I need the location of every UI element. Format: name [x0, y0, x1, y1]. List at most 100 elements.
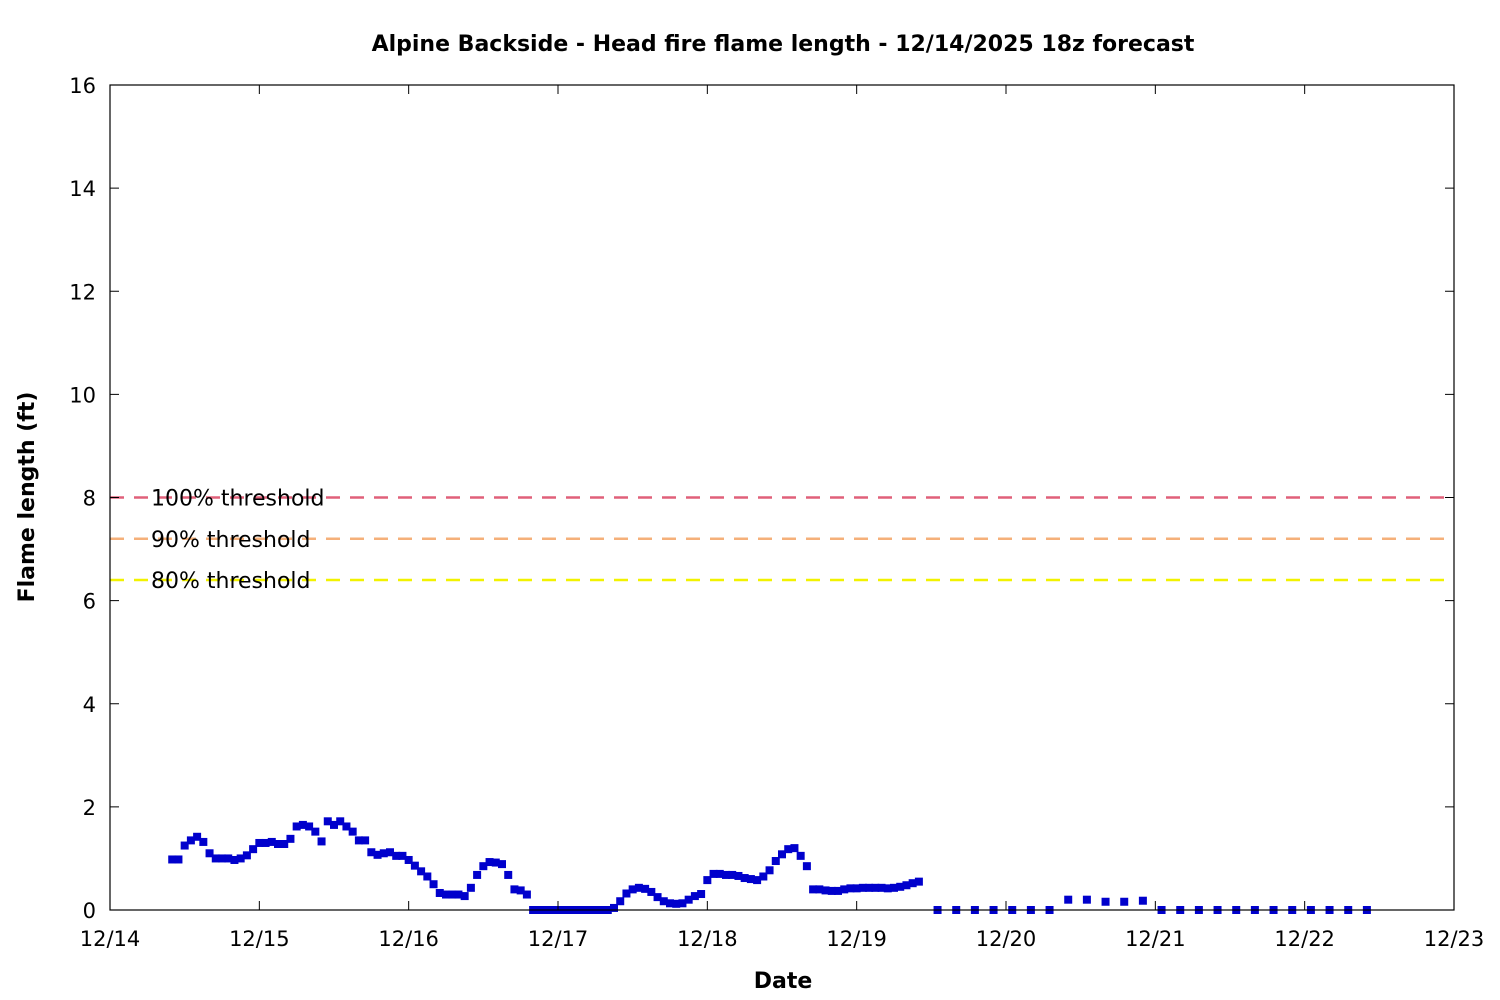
data-point: [896, 882, 905, 891]
data-point: [211, 854, 220, 863]
data-point: [267, 837, 276, 846]
data-point: [180, 841, 189, 850]
data-point: [504, 870, 513, 879]
data-point: [466, 883, 475, 892]
x-tick-label: 12/19: [826, 927, 887, 951]
data-point: [479, 862, 488, 871]
data-point: [871, 883, 880, 892]
data-point: [354, 836, 363, 845]
data-point: [323, 817, 332, 826]
data-points: [168, 817, 1371, 914]
data-point: [435, 888, 444, 897]
data-point: [778, 850, 786, 859]
data-point: [1138, 896, 1147, 905]
y-tick-label: 16: [69, 74, 96, 98]
data-point: [616, 897, 625, 906]
data-point: [429, 880, 438, 889]
data-point: [230, 855, 239, 864]
y-axis-label: Flame length (ft): [15, 392, 40, 603]
data-point: [392, 851, 401, 860]
data-point: [236, 854, 245, 863]
data-point: [877, 883, 886, 892]
data-point: [883, 884, 892, 893]
data-point: [249, 845, 258, 854]
data-point: [709, 869, 718, 878]
data-point: [690, 892, 699, 901]
data-point: [255, 838, 264, 847]
threshold-lines: 100% threshold 90% threshold 80% threshold: [110, 487, 1454, 594]
data-point: [373, 850, 382, 859]
data-point: [423, 872, 432, 881]
x-tick-label: 12/21: [1125, 927, 1186, 951]
data-point: [684, 895, 693, 904]
data-point: [746, 875, 755, 884]
data-point: [404, 855, 413, 864]
data-point: [460, 892, 469, 901]
x-axis: 12/14 12/15 12/16 12/17 12/18 12/19 12/20 12/21…: [80, 85, 1485, 951]
y-tick-label: 8: [83, 487, 96, 511]
data-point: [647, 887, 656, 896]
data-point: [361, 836, 370, 845]
y-tick-label: 2: [83, 796, 96, 820]
data-point: [659, 897, 668, 906]
data-point: [491, 858, 500, 867]
data-point: [622, 889, 631, 898]
data-point: [199, 837, 208, 846]
x-tick-label: 12/23: [1424, 927, 1485, 951]
data-point: [1064, 895, 1073, 904]
data-point: [740, 874, 749, 883]
data-point: [771, 857, 780, 866]
data-point: [715, 869, 724, 878]
data-point: [1101, 897, 1110, 906]
data-point: [280, 840, 289, 848]
x-tick-label: 12/16: [378, 927, 439, 951]
data-point: [641, 884, 650, 893]
y-axis: 0 2 4 6 8 10 12 14 16: [69, 74, 1454, 923]
data-point: [186, 836, 195, 845]
y-tick-label: 12: [69, 280, 96, 304]
data-point: [914, 877, 923, 886]
data-point: [522, 890, 531, 899]
data-point: [168, 855, 177, 864]
y-tick-label: 6: [83, 590, 96, 614]
data-point: [417, 867, 426, 876]
data-point: [473, 870, 482, 879]
threshold-label: 90% threshold: [151, 528, 311, 553]
data-point: [342, 822, 351, 831]
data-point: [765, 866, 774, 875]
data-point: [672, 899, 681, 908]
y-tick-label: 4: [83, 693, 96, 717]
data-point: [653, 893, 662, 902]
data-point: [815, 885, 824, 894]
data-point: [908, 879, 917, 888]
data-point: [193, 832, 202, 841]
data-point: [821, 886, 830, 895]
data-point: [242, 851, 251, 860]
data-point: [852, 884, 861, 893]
data-point: [305, 822, 314, 831]
data-point: [790, 844, 799, 853]
data-point: [628, 885, 637, 894]
data-point: [379, 849, 388, 858]
data-point: [348, 827, 357, 836]
data-point: [809, 885, 818, 894]
data-point: [448, 890, 457, 899]
y-tick-label: 10: [69, 383, 96, 407]
data-point: [510, 885, 519, 894]
data-point: [678, 899, 687, 908]
threshold-label: 100% threshold: [151, 487, 325, 512]
x-tick-label: 12/22: [1274, 927, 1335, 951]
data-point: [174, 855, 183, 864]
data-point: [697, 890, 706, 899]
y-tick-label: 0: [83, 899, 96, 923]
chart-title: Alpine Backside - Head fire flame length…: [372, 32, 1195, 57]
data-point: [753, 876, 762, 885]
y-tick-label: 14: [69, 177, 96, 201]
data-point: [834, 886, 842, 895]
data-point: [728, 870, 737, 879]
data-point: [367, 848, 376, 857]
data-point: [442, 890, 450, 899]
data-point: [1120, 897, 1129, 906]
data-point: [734, 871, 743, 880]
